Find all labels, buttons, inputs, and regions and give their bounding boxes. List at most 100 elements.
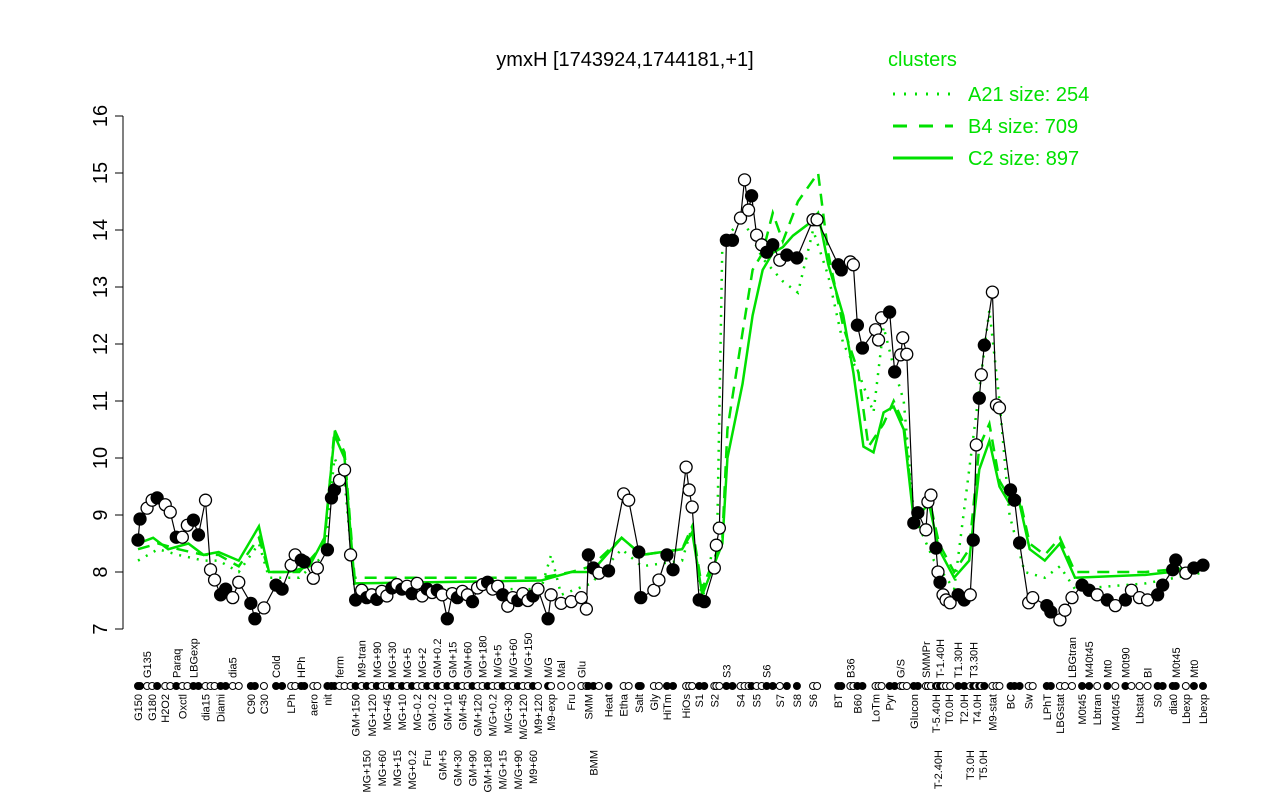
- x-tick-label: G/S: [896, 659, 908, 678]
- x-tick-label: T-1.40H: [935, 639, 947, 678]
- data-point: [733, 211, 748, 225]
- x-tick-label: C90: [246, 694, 258, 714]
- x-tick-label: T3.0H: [965, 750, 977, 780]
- x-tick-label: H2O2: [160, 694, 172, 723]
- data-point: [320, 543, 335, 557]
- rug-mark: [775, 682, 784, 690]
- data-point: [896, 331, 910, 345]
- y-tick-label: 11: [90, 391, 112, 412]
- rug-mark: [768, 682, 777, 690]
- rug-mark: [1015, 682, 1024, 690]
- rug-mark: [153, 682, 162, 690]
- rug-mark: [877, 682, 886, 690]
- data-point: [709, 538, 723, 552]
- data-point: [544, 588, 558, 602]
- rug-mark: [1111, 682, 1120, 690]
- data-point: [685, 500, 699, 514]
- x-tick-label: Pyr: [885, 694, 897, 711]
- x-tick-label: M/G+60: [508, 639, 520, 678]
- x-tick-label: GM+10: [442, 694, 454, 730]
- x-tick-label: MG+15: [392, 750, 404, 786]
- data-point: [1169, 553, 1183, 567]
- rug-mark: [1135, 682, 1144, 690]
- x-tick-label: B36: [845, 658, 857, 678]
- x-tick-label: aero: [308, 694, 320, 716]
- data-point: [888, 365, 902, 379]
- data-point: [133, 512, 147, 526]
- data-point: [622, 493, 636, 507]
- chart-title: ymxH [1743924,1744181,+1]: [496, 49, 753, 71]
- data-point: [186, 513, 201, 527]
- data-point: [297, 555, 311, 569]
- rug-mark: [1085, 682, 1094, 690]
- data-point: [207, 573, 222, 587]
- x-tick-label: T5.0H: [978, 750, 990, 780]
- rug-mark: [533, 682, 542, 690]
- data-point: [992, 401, 1007, 415]
- x-tick-label: Lbexp: [1198, 694, 1210, 724]
- data-point: [933, 575, 947, 589]
- data-point: [985, 285, 1000, 299]
- x-tick-label: C30: [259, 694, 271, 714]
- data-point: [440, 612, 454, 626]
- rug-mark: [194, 682, 203, 690]
- x-tick-label: M9-exp: [546, 694, 558, 731]
- y-tick-label: 10: [90, 447, 112, 469]
- y-axis: 7 8 9 10 11 12 13 14 15 16: [90, 105, 124, 635]
- data-point: [977, 338, 991, 352]
- cluster-lines: [137, 169, 1207, 601]
- x-tick-label: G180: [147, 694, 159, 721]
- rug-mark: [1028, 682, 1037, 690]
- cluster-line-c2: [137, 210, 1207, 600]
- data-point: [465, 594, 480, 609]
- rug-mark: [858, 682, 867, 690]
- x-tick-label: S8: [792, 694, 804, 707]
- rug-mark: [700, 682, 709, 690]
- rug-mark: [1067, 682, 1076, 690]
- data-point: [943, 596, 957, 610]
- rug-mark: [1060, 682, 1069, 690]
- x-tick-label: dia5: [228, 657, 240, 678]
- rug-mark: [259, 682, 268, 690]
- x-tick-label: T4.0H: [972, 694, 984, 724]
- data-point: [1118, 593, 1133, 607]
- rug-mark: [547, 682, 556, 690]
- data-point: [131, 533, 145, 547]
- x-tick-label: M0t45: [1171, 647, 1183, 678]
- x-tick-label: MG+60: [377, 750, 389, 786]
- rug-mark: [1198, 682, 1207, 690]
- data-point: [810, 213, 824, 227]
- x-tick-label: LoTm: [871, 694, 883, 722]
- x-tick-label: M9+120: [533, 694, 545, 734]
- data-point: [1196, 558, 1210, 572]
- x-tick-label: GM+120: [473, 694, 485, 737]
- y-tick-label: 7: [90, 623, 112, 634]
- data-point: [697, 594, 711, 609]
- data-point: [679, 460, 693, 474]
- x-tick-label: GM+60: [462, 642, 474, 678]
- y-tick-label: 14: [90, 219, 112, 241]
- legend-title: clusters: [888, 49, 957, 71]
- x-tick-label: Mt0: [1189, 660, 1201, 678]
- x-tick-label: BI: [1143, 668, 1155, 678]
- rug-mark: [313, 682, 322, 690]
- data-point: [969, 438, 983, 452]
- data-point: [707, 561, 721, 575]
- x-tick-label: GM+0.2: [432, 639, 444, 678]
- x-tick-label: M0t45: [1077, 694, 1089, 725]
- x-tick-label: GM+90: [468, 750, 480, 786]
- data-point: [972, 391, 986, 405]
- cluster-line-b4: [137, 169, 1207, 594]
- x-tick-label: S7: [775, 694, 787, 707]
- x-tick-label: S0: [1153, 694, 1165, 707]
- x-tick-label: B60: [852, 694, 864, 714]
- data-point: [963, 588, 977, 602]
- rug-mark: [654, 682, 663, 690]
- rug-mark: [557, 682, 566, 690]
- x-tick-label: T2.0H: [959, 694, 971, 724]
- rug-mark: [1078, 682, 1087, 690]
- rug-mark: [1093, 682, 1102, 690]
- data-point: [531, 582, 545, 596]
- x-tick-label: Paraq: [171, 649, 183, 678]
- rug-mark: [594, 682, 603, 690]
